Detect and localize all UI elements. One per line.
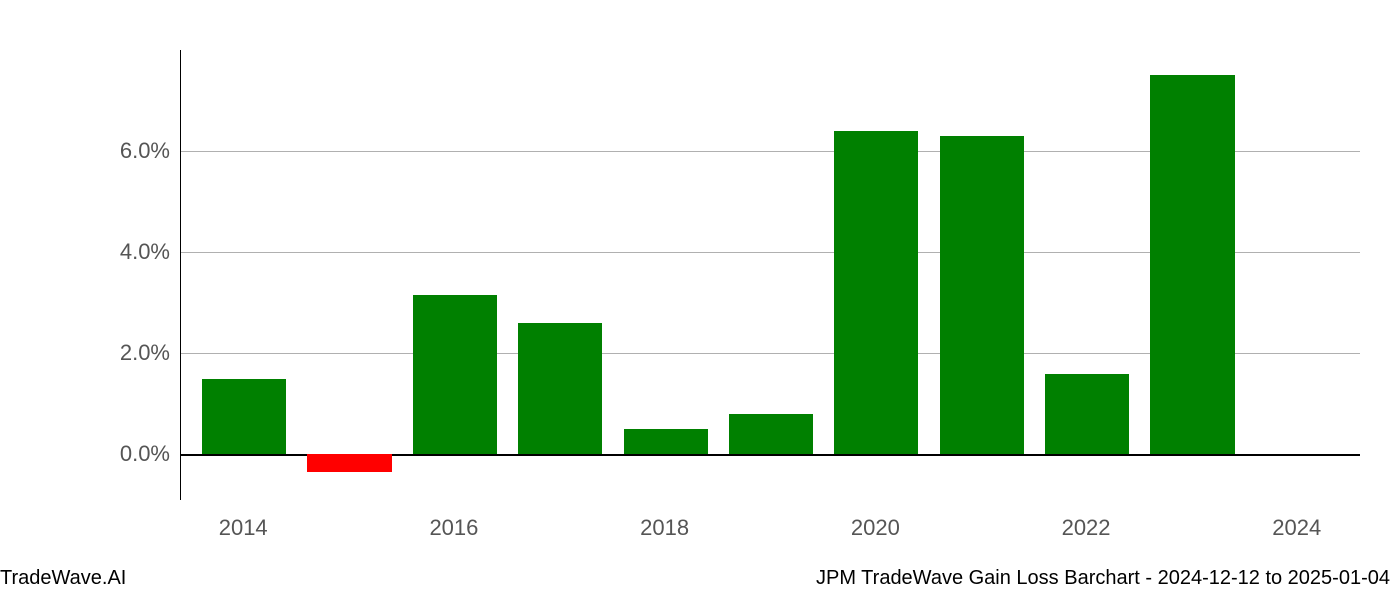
bar-2017 <box>518 323 602 454</box>
bar-2022 <box>1045 374 1129 455</box>
chart-plot-area <box>180 50 1360 500</box>
bar-2019 <box>729 414 813 454</box>
y-tick-label: 4.0% <box>90 239 170 265</box>
bar-2014 <box>202 379 286 455</box>
x-tick-label: 2016 <box>429 515 478 541</box>
y-tick-label: 0.0% <box>90 441 170 467</box>
x-tick-label: 2018 <box>640 515 689 541</box>
x-tick-label: 2014 <box>219 515 268 541</box>
bar-2023 <box>1150 75 1234 454</box>
bar-2015 <box>307 454 391 472</box>
footer-title: JPM TradeWave Gain Loss Barchart - 2024-… <box>816 567 1390 590</box>
footer-brand: TradeWave.AI <box>0 567 126 590</box>
bar-2016 <box>413 295 497 454</box>
x-tick-label: 2024 <box>1272 515 1321 541</box>
y-tick-label: 6.0% <box>90 138 170 164</box>
bar-2018 <box>624 429 708 454</box>
bar-2020 <box>834 131 918 455</box>
bar-2021 <box>940 136 1024 455</box>
x-tick-label: 2022 <box>1062 515 1111 541</box>
y-tick-label: 2.0% <box>90 340 170 366</box>
x-tick-label: 2020 <box>851 515 900 541</box>
plot-canvas <box>180 50 1360 500</box>
